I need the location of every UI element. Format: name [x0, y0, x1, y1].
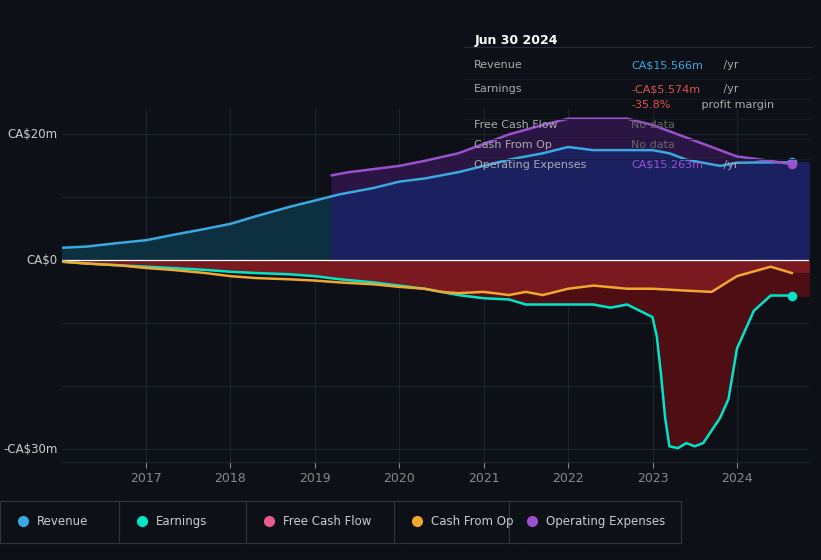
Text: Operating Expenses: Operating Expenses	[546, 515, 665, 528]
FancyBboxPatch shape	[394, 501, 521, 543]
Text: Earnings: Earnings	[475, 84, 523, 94]
Text: Revenue: Revenue	[37, 515, 89, 528]
Text: Cash From Op: Cash From Op	[475, 140, 553, 150]
Point	[785, 160, 798, 169]
Point	[785, 291, 798, 300]
FancyBboxPatch shape	[509, 501, 681, 543]
Text: CA$0: CA$0	[27, 254, 57, 267]
Text: /yr: /yr	[720, 160, 739, 170]
Text: CA$15.566m: CA$15.566m	[631, 60, 704, 71]
Text: Free Cash Flow: Free Cash Flow	[475, 120, 558, 130]
Text: profit margin: profit margin	[698, 100, 773, 110]
Text: -CA$5.574m: -CA$5.574m	[631, 84, 700, 94]
Text: Cash From Op: Cash From Op	[431, 515, 513, 528]
FancyBboxPatch shape	[246, 501, 402, 543]
Text: No data: No data	[631, 120, 675, 130]
Text: Jun 30 2024: Jun 30 2024	[475, 34, 557, 46]
Point	[785, 158, 798, 167]
Text: Revenue: Revenue	[475, 60, 523, 71]
Text: Earnings: Earnings	[156, 515, 208, 528]
Text: /yr: /yr	[720, 60, 739, 71]
Text: Operating Expenses: Operating Expenses	[475, 160, 587, 170]
Text: -CA$30m: -CA$30m	[3, 443, 57, 456]
Text: Free Cash Flow: Free Cash Flow	[283, 515, 372, 528]
FancyBboxPatch shape	[119, 501, 255, 543]
Text: CA$20m: CA$20m	[7, 128, 57, 141]
Text: -35.8%: -35.8%	[631, 100, 671, 110]
Text: CA$15.263m: CA$15.263m	[631, 160, 704, 170]
FancyBboxPatch shape	[0, 501, 123, 543]
Text: /yr: /yr	[720, 84, 739, 94]
Text: No data: No data	[631, 140, 675, 150]
